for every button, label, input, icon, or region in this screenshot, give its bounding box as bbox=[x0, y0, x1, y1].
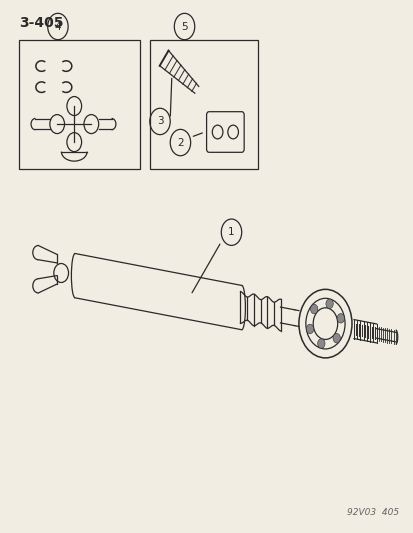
Circle shape bbox=[336, 313, 344, 323]
Text: 92V03  405: 92V03 405 bbox=[346, 508, 398, 517]
Text: 3: 3 bbox=[157, 116, 163, 126]
Text: 3-405: 3-405 bbox=[19, 16, 64, 30]
Circle shape bbox=[310, 304, 317, 314]
Bar bbox=[19, 39, 139, 169]
Text: 2: 2 bbox=[177, 138, 183, 148]
Circle shape bbox=[325, 299, 332, 309]
Text: 5: 5 bbox=[181, 21, 188, 31]
Text: 1: 1 bbox=[228, 227, 234, 237]
Circle shape bbox=[317, 339, 324, 348]
Text: 4: 4 bbox=[55, 21, 61, 31]
Bar bbox=[150, 39, 257, 169]
Circle shape bbox=[306, 324, 313, 334]
Circle shape bbox=[332, 334, 339, 343]
